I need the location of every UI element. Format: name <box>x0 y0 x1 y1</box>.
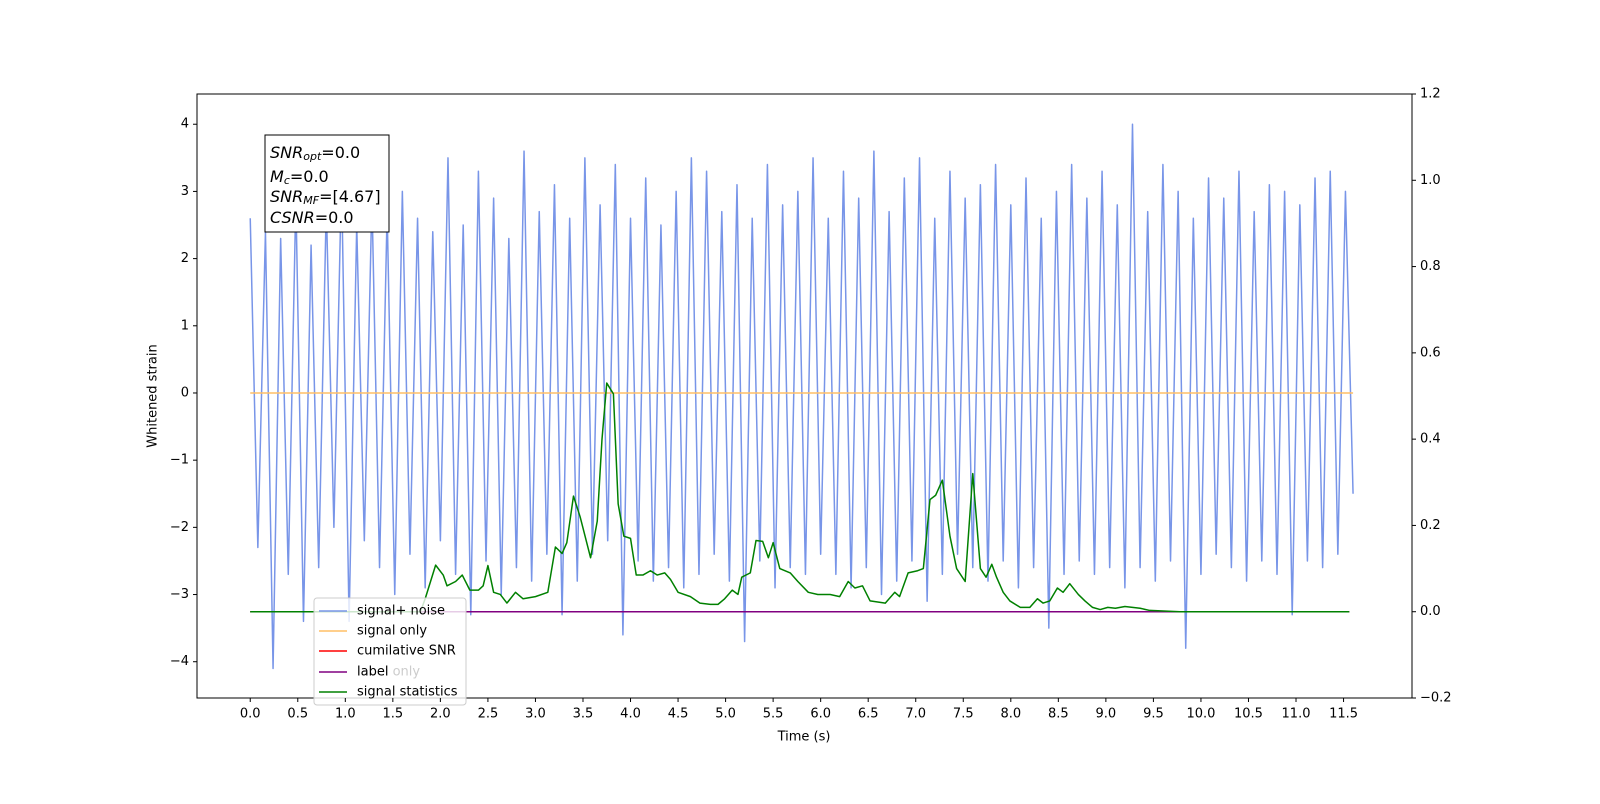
annotation-subscript: MF <box>303 194 319 207</box>
x-tick-label: 5.5 <box>763 707 784 722</box>
annotation-subscript: c <box>284 174 290 187</box>
annotation-value: =[4.67] <box>319 187 381 206</box>
y-tick-label: −3 <box>170 587 189 602</box>
legend-label: cumilative SNR <box>357 644 456 659</box>
x-tick-label: 3.5 <box>573 707 594 722</box>
annotation-line: SNRopt=0.0 <box>270 143 360 164</box>
x-tick-label: 6.0 <box>810 707 831 722</box>
x-tick-label: 9.0 <box>1096 707 1117 722</box>
y-axis-label: Whitened strain <box>146 344 161 447</box>
annotation-frame <box>264 134 390 233</box>
axes-frame <box>196 93 1413 699</box>
x-tick-label: 7.5 <box>953 707 974 722</box>
x-tick-label: 5.0 <box>715 707 736 722</box>
annotation-line: CSNR=0.0 <box>270 208 354 227</box>
x-tick-label: 4.5 <box>668 707 689 722</box>
legend-label: label <box>357 665 388 680</box>
annotation-line: SNRMF=[4.67] <box>270 187 381 208</box>
annotation-subscript: opt <box>303 150 322 163</box>
legend: label only signal+ noise signal only cumila… <box>313 597 467 706</box>
legend-overlay-text: label only <box>357 665 420 680</box>
x-tick-label: 9.5 <box>1143 707 1164 722</box>
y-tick-label: 3 <box>181 184 189 199</box>
y2-tick-label: 1.2 <box>1420 87 1441 102</box>
x-tick-label: 0.5 <box>287 707 308 722</box>
x-tick-label: 7.0 <box>905 707 926 722</box>
annotation-value: =0.0 <box>315 208 354 227</box>
x-tick-label: 2.5 <box>478 707 499 722</box>
y-tick-label: −4 <box>170 654 189 669</box>
y2-tick-label: 0.4 <box>1420 432 1441 447</box>
annotation-value: =0.0 <box>290 167 329 186</box>
y2-tick-label: 0.0 <box>1420 604 1441 619</box>
y-tick-label: 1 <box>181 318 189 333</box>
legend-frame <box>313 597 467 706</box>
x-tick-label: 4.0 <box>620 707 641 722</box>
x-tick-label: 2.0 <box>430 707 451 722</box>
series-line <box>250 382 1350 613</box>
y-tick-label: −2 <box>170 520 189 535</box>
x-tick-label: 10.0 <box>1186 707 1215 722</box>
x-tick-label: 8.5 <box>1048 707 1069 722</box>
x-tick-label: 11.0 <box>1282 707 1311 722</box>
x-tick-label: 3.0 <box>525 707 546 722</box>
y2-tick-label: 0.6 <box>1420 345 1441 360</box>
y-tick-label: 4 <box>181 117 189 132</box>
y2-tick-label: 1.0 <box>1420 173 1441 188</box>
y-tick-label: 0 <box>181 385 189 400</box>
series-line <box>249 123 1354 670</box>
y2-tick-label: 0.8 <box>1420 259 1441 274</box>
annotation-value: =0.0 <box>321 143 360 162</box>
legend-label: signal only <box>357 624 427 639</box>
x-tick-label: 1.5 <box>383 707 404 722</box>
annotation-symbol: CSNR <box>270 208 315 227</box>
x-tick-label: 6.5 <box>858 707 879 722</box>
x-tick-label: 11.5 <box>1329 707 1358 722</box>
y-tick-label: −1 <box>170 453 189 468</box>
x-tick-label: 8.0 <box>1000 707 1021 722</box>
y2-tick-label: 0.2 <box>1420 518 1441 533</box>
x-tick-label: 10.5 <box>1234 707 1263 722</box>
legend-label: signal+ noise <box>357 604 445 619</box>
x-axis-label: Time (s) <box>777 730 831 745</box>
x-tick-label: 0.0 <box>240 707 261 722</box>
y2-tick-label: −0.2 <box>1420 691 1452 706</box>
x-tick-label: 1.0 <box>335 707 356 722</box>
annotation-symbol: M <box>270 167 284 186</box>
annotation-symbol: SNR <box>270 143 303 162</box>
annotation-line: Mc=0.0 <box>270 167 329 188</box>
y-tick-label: 2 <box>181 251 189 266</box>
annotation-symbol: SNR <box>270 187 303 206</box>
legend-label: signal statistics <box>357 685 458 700</box>
